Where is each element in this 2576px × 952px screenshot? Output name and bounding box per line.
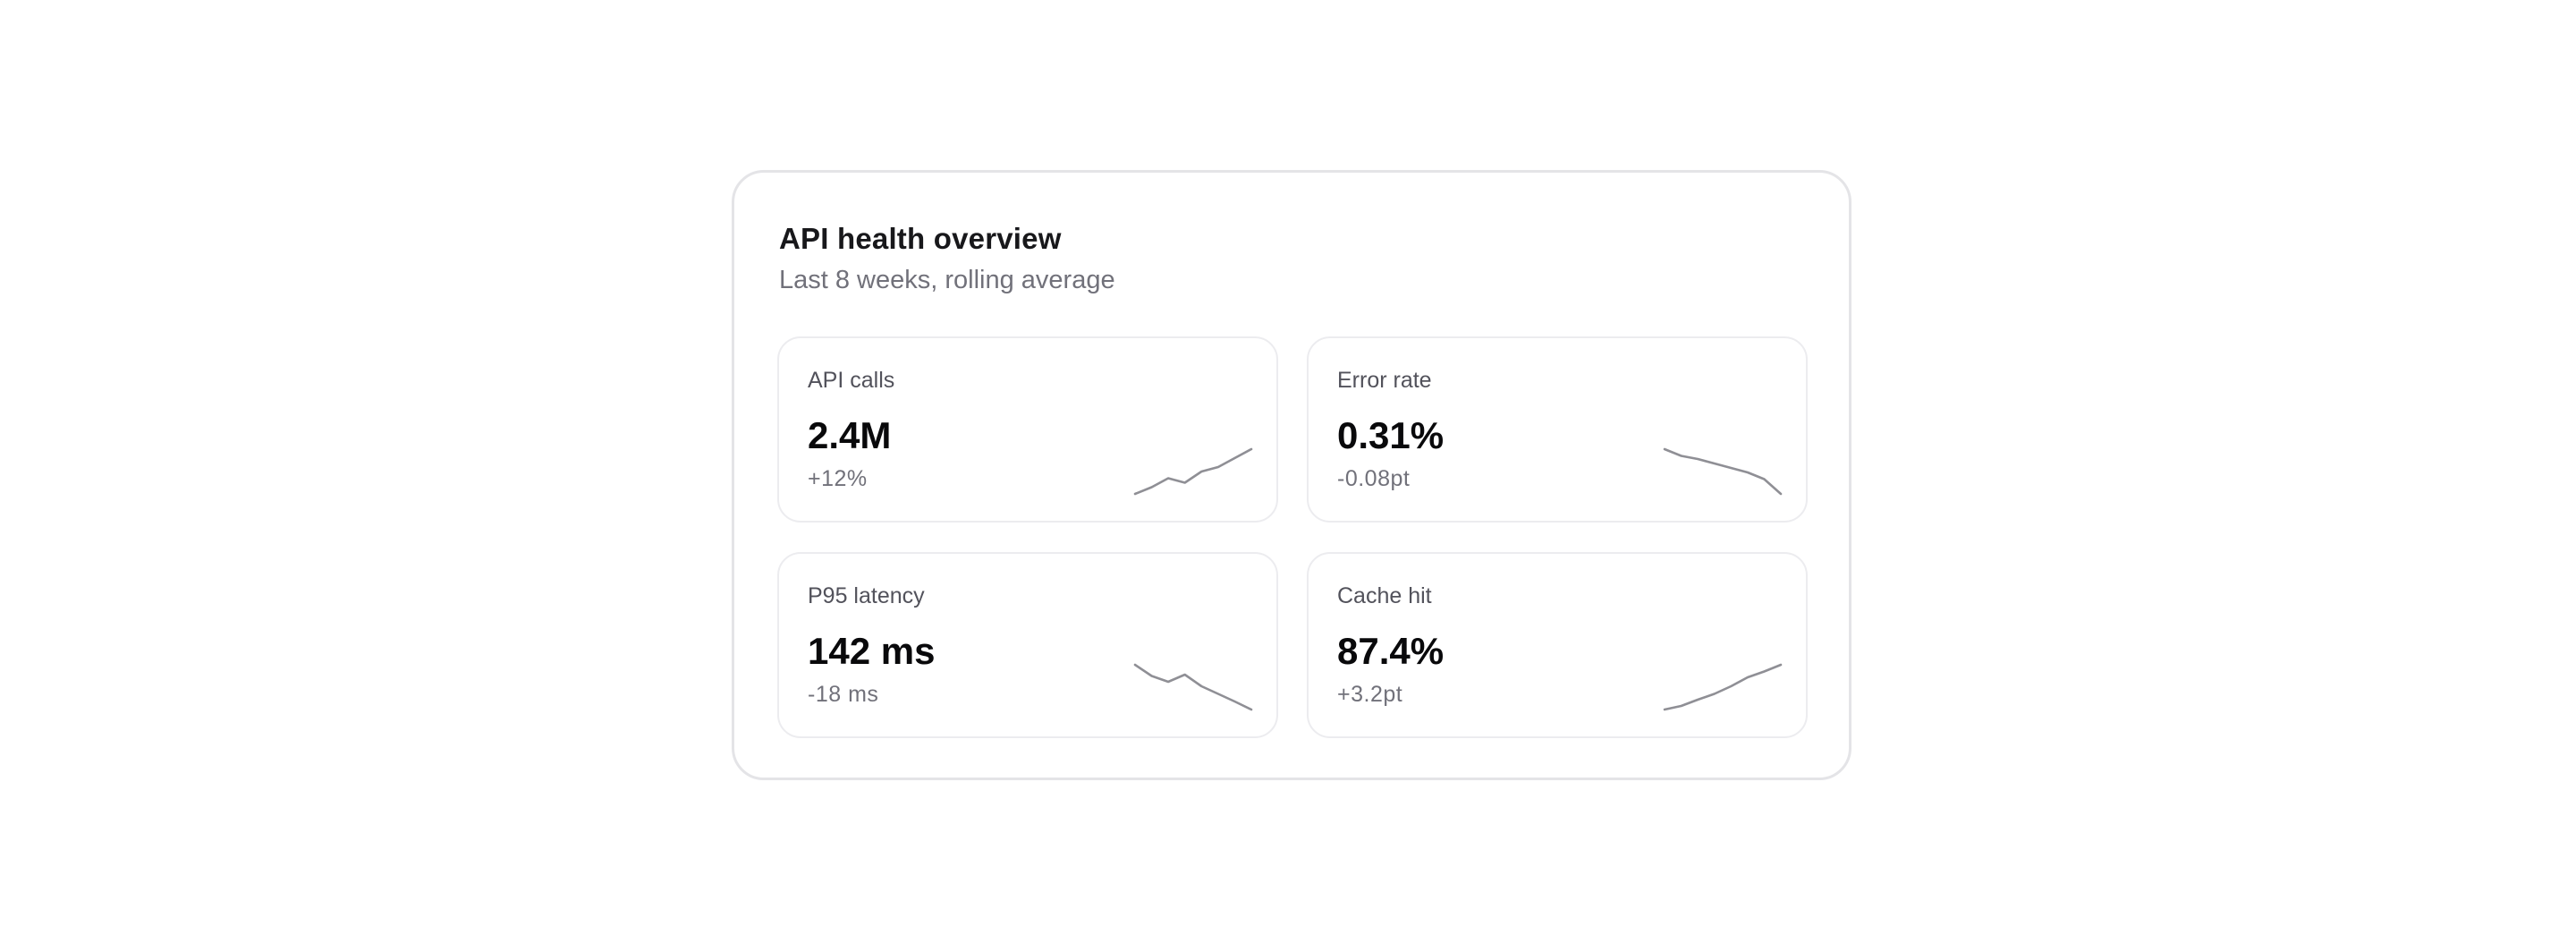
metric-delta: +12% xyxy=(808,466,868,491)
metric-delta: +3.2pt xyxy=(1337,682,1403,707)
metric-label: P95 latency xyxy=(808,583,925,608)
metric-card-api-calls: API calls 2.4M +12% xyxy=(777,336,1278,523)
metric-value: 142 ms xyxy=(808,630,936,672)
metric-label: Error rate xyxy=(1337,368,1432,393)
sparkline-chart xyxy=(1663,447,1783,496)
sparkline-chart xyxy=(1133,663,1253,711)
metric-delta: -18 ms xyxy=(808,682,879,707)
sparkline-line xyxy=(1133,447,1253,496)
metric-delta: -0.08pt xyxy=(1337,466,1411,491)
metric-label: API calls xyxy=(808,368,895,393)
metric-card-cache-hit: Cache hit 87.4% +3.2pt xyxy=(1307,552,1808,738)
metric-label: Cache hit xyxy=(1337,583,1432,608)
sparkline-line xyxy=(1663,447,1783,496)
metric-card-p95-latency: P95 latency 142 ms -18 ms xyxy=(777,552,1278,738)
panel-title: API health overview xyxy=(779,222,1062,255)
metric-value: 0.31% xyxy=(1337,414,1445,456)
sparkline-line xyxy=(1663,663,1783,711)
metric-value: 87.4% xyxy=(1337,630,1445,672)
metric-value: 2.4M xyxy=(808,414,892,456)
sparkline-line xyxy=(1133,663,1253,711)
api-health-panel: API health overview Last 8 weeks, rollin… xyxy=(732,170,1852,780)
sparkline-chart xyxy=(1133,447,1253,496)
sparkline-chart xyxy=(1663,663,1783,711)
metric-card-error-rate: Error rate 0.31% -0.08pt xyxy=(1307,336,1808,523)
panel-subtitle: Last 8 weeks, rolling average xyxy=(779,266,1115,294)
